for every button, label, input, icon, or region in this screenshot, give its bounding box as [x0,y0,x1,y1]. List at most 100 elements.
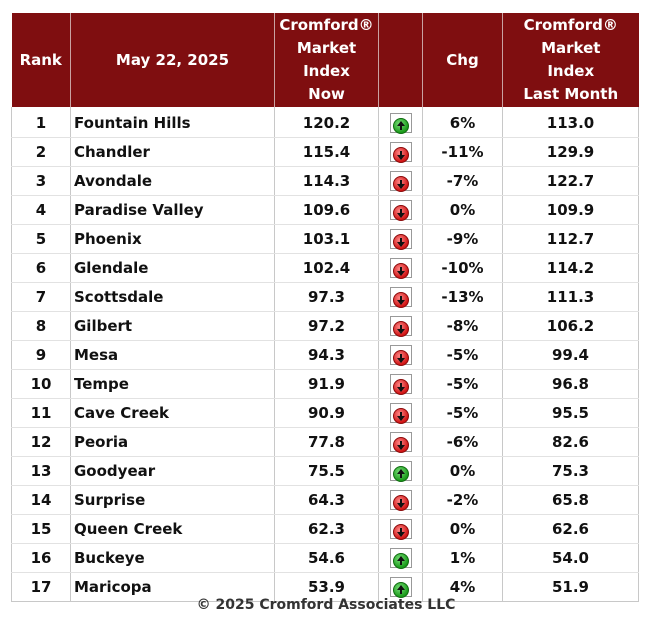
index-last-month-cell: 51.9 [502,572,639,602]
trend-cell [378,340,423,370]
city-cell: Paradise Valley [70,195,275,225]
index-last-month-cell: 96.8 [502,369,639,399]
green-up-arrow-icon [392,581,409,598]
trend-cell [378,485,423,515]
index-now-cell: 54.6 [274,543,379,573]
trend-cell [378,311,423,341]
index-last-month-cell: 109.9 [502,195,639,225]
header-index-now-line: Market [296,39,357,57]
red-down-arrow-icon [392,494,409,511]
trend-cell [378,224,423,254]
chg-cell: 0% [422,195,503,225]
rank-cell: 11 [11,398,71,428]
rank-cell: 6 [11,253,71,283]
index-now-cell: 109.6 [274,195,379,225]
chg-cell: -6% [422,427,503,457]
index-now-cell: 103.1 [274,224,379,254]
trend-cell [378,253,423,283]
chg-cell: 0% [422,514,503,544]
city-cell: Scottsdale [70,282,275,312]
chg-cell: -2% [422,485,503,515]
trend-cell [378,543,423,573]
index-now-cell: 114.3 [274,166,379,196]
index-now-cell: 53.9 [274,572,379,602]
city-cell: Goodyear [70,456,275,486]
chg-cell: -13% [422,282,503,312]
rank-cell: 5 [11,224,71,254]
chg-cell: 1% [422,543,503,573]
trend-icon-box [389,548,412,569]
rank-cell: 12 [11,427,71,457]
city-cell: Peoria [70,427,275,457]
city-cell: Fountain Hills [70,107,275,138]
table-row: 2 Chandler 115.4 -11% 129.9 [11,137,639,167]
header-index-now-line: Now [308,85,345,103]
trend-icon-box [389,403,412,424]
red-down-arrow-icon [392,523,409,540]
trend-icon-box [389,461,412,482]
index-last-month-cell: 112.7 [502,224,639,254]
trend-cell [378,369,423,399]
header-index-last-line: Cromford® [523,16,618,34]
city-cell: Mesa [70,340,275,370]
header-trend [378,13,423,107]
index-now-cell: 94.3 [274,340,379,370]
trend-icon-box [389,113,412,134]
trend-cell [378,398,423,428]
red-down-arrow-icon [392,262,409,279]
rank-cell: 1 [11,107,71,138]
trend-cell [378,427,423,457]
trend-cell [378,514,423,544]
header-rank: Rank [11,13,71,107]
trend-cell [378,456,423,486]
table-body: 1 Fountain Hills 120.2 6% 113.0 2 Chandler 115.… [11,107,639,602]
chg-cell: 0% [422,456,503,486]
trend-icon-box [389,229,412,250]
header-index-now-line: Index [303,62,350,80]
trend-icon-box [389,171,412,192]
index-last-month-cell: 111.3 [502,282,639,312]
table-row: 3 Avondale 114.3 -7% 122.7 [11,166,639,196]
table-row: 7 Scottsdale 97.3 -13% 111.3 [11,282,639,312]
chg-cell: -10% [422,253,503,283]
trend-icon-box [389,519,412,540]
trend-cell [378,282,423,312]
header-index-last-line: Last Month [523,85,619,103]
index-now-cell: 77.8 [274,427,379,457]
city-cell: Phoenix [70,224,275,254]
index-now-cell: 91.9 [274,369,379,399]
table-row: 14 Surprise 64.3 -2% 65.8 [11,485,639,515]
index-now-cell: 90.9 [274,398,379,428]
red-down-arrow-icon [392,320,409,337]
index-now-cell: 115.4 [274,137,379,167]
index-last-month-cell: 75.3 [502,456,639,486]
table-row: 4 Paradise Valley 109.6 0% 109.9 [11,195,639,225]
table-row: 15 Queen Creek 62.3 0% 62.6 [11,514,639,544]
index-last-month-cell: 106.2 [502,311,639,341]
rank-cell: 3 [11,166,71,196]
rank-cell: 8 [11,311,71,341]
header-index-last-line: Market [541,39,601,57]
index-now-cell: 120.2 [274,107,379,138]
table-row: 10 Tempe 91.9 -5% 96.8 [11,369,639,399]
table-row: 8 Gilbert 97.2 -8% 106.2 [11,311,639,341]
trend-cell [378,137,423,167]
market-index-table: Rank May 22, 2025 Cromford® Market Index… [11,13,639,602]
city-cell: Cave Creek [70,398,275,428]
trend-cell [378,572,423,602]
rank-cell: 17 [11,572,71,602]
index-last-month-cell: 122.7 [502,166,639,196]
trend-icon-box [389,490,412,511]
table-row: 6 Glendale 102.4 -10% 114.2 [11,253,639,283]
index-last-month-cell: 54.0 [502,543,639,573]
red-down-arrow-icon [392,291,409,308]
index-last-month-cell: 113.0 [502,107,639,138]
chg-cell: -11% [422,137,503,167]
rank-cell: 7 [11,282,71,312]
header-chg: Chg [422,13,503,107]
chg-cell: -7% [422,166,503,196]
index-now-cell: 102.4 [274,253,379,283]
table-row: 5 Phoenix 103.1 -9% 112.7 [11,224,639,254]
trend-icon-box [389,200,412,221]
